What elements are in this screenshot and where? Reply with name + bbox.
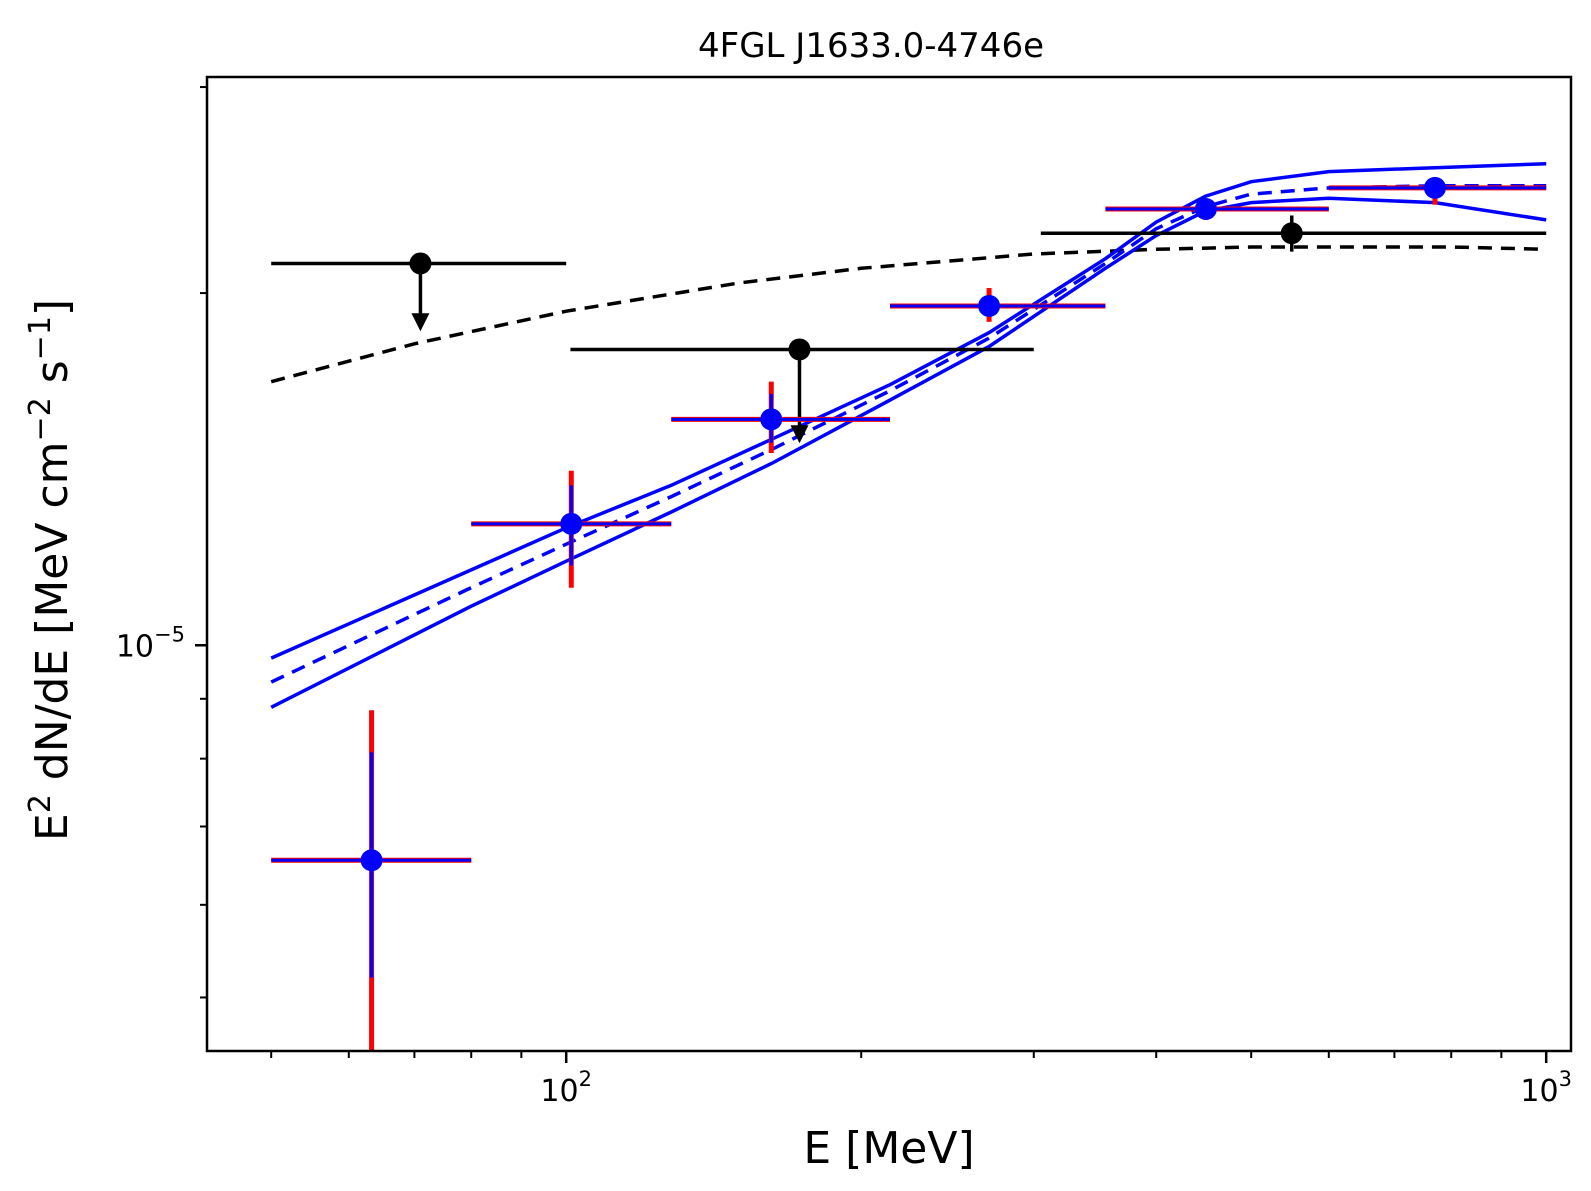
upper-limit-arrow: [790, 425, 809, 444]
y-axis-label: E2 dN/dE [MeV cm−2 s−1]: [23, 299, 78, 841]
y-label-base: E: [27, 813, 78, 841]
flux-point-marker: [1194, 197, 1217, 220]
flux-point-marker: [360, 849, 383, 872]
model-curve: [270, 184, 1547, 684]
x-tick-label-base: 10: [540, 1074, 578, 1109]
flux-point-2: [671, 381, 891, 453]
chart-title: 4FGL J1633.0-4746e: [698, 26, 1044, 66]
flux-point-1: [471, 470, 672, 588]
x-tick-label-exp: 2: [579, 1067, 592, 1091]
flux-point-3: [890, 288, 1106, 322]
y-label-mid2: s: [27, 360, 78, 397]
model-band-upper: [270, 161, 1547, 660]
y-tick-label-exp: −5: [154, 622, 185, 646]
flux-point-marker: [1423, 176, 1446, 199]
alt-flux-point: [1040, 215, 1547, 252]
series-group: [270, 161, 1547, 1051]
alt-point-marker: [1280, 222, 1303, 245]
flux-point-marker: [978, 294, 1001, 317]
y-label-sup1: 2: [23, 794, 58, 813]
upper-limit-marker: [788, 338, 811, 361]
y-label-mid: dN/dE [MeV cm: [27, 441, 78, 794]
alt-model-curve: [270, 245, 1547, 384]
y-tick-label-0: 10−5: [116, 622, 185, 664]
x-axis-label: E [MeV]: [803, 1123, 974, 1174]
flux-point-marker: [760, 408, 783, 431]
y-label-sup2: −2: [23, 397, 58, 441]
upper-limit-arrow: [411, 313, 430, 332]
flux-point-marker: [560, 512, 583, 535]
flux-point-5: [1328, 176, 1547, 205]
upper-limit-0: [271, 252, 567, 332]
y-label-sup3: −1: [23, 316, 58, 360]
plot-frame: [205, 75, 1573, 1053]
y-tick-label-base: 10: [116, 629, 154, 664]
y-label-end: ]: [27, 299, 78, 316]
flux-point-4: [1105, 197, 1329, 220]
data-layer: [270, 161, 1547, 1051]
upper-limit-marker: [409, 252, 432, 275]
x-tick-label-base: 10: [1520, 1074, 1558, 1109]
x-tick-label-exp: 3: [1559, 1067, 1572, 1091]
flux-point-0: [271, 710, 472, 1051]
x-tick-label-0: 102: [540, 1067, 592, 1109]
x-tick-label-1: 103: [1520, 1067, 1572, 1109]
upper-limit-1: [570, 338, 1034, 444]
